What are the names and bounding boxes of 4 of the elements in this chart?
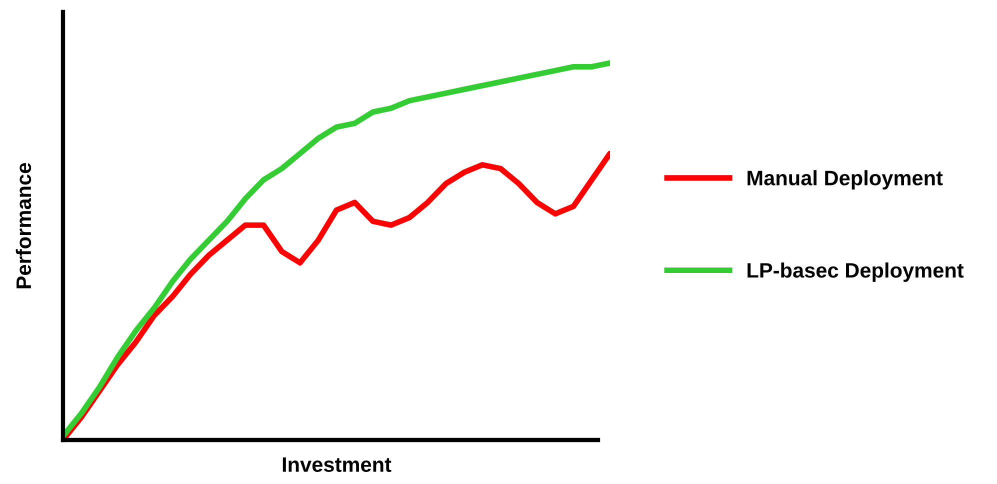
x-axis-title: Investment xyxy=(282,457,392,472)
y-axis-title: Performance xyxy=(16,163,32,288)
legend-label: LP-basec Deployment xyxy=(748,262,964,282)
legend-label: Manual Deployment xyxy=(748,170,943,190)
